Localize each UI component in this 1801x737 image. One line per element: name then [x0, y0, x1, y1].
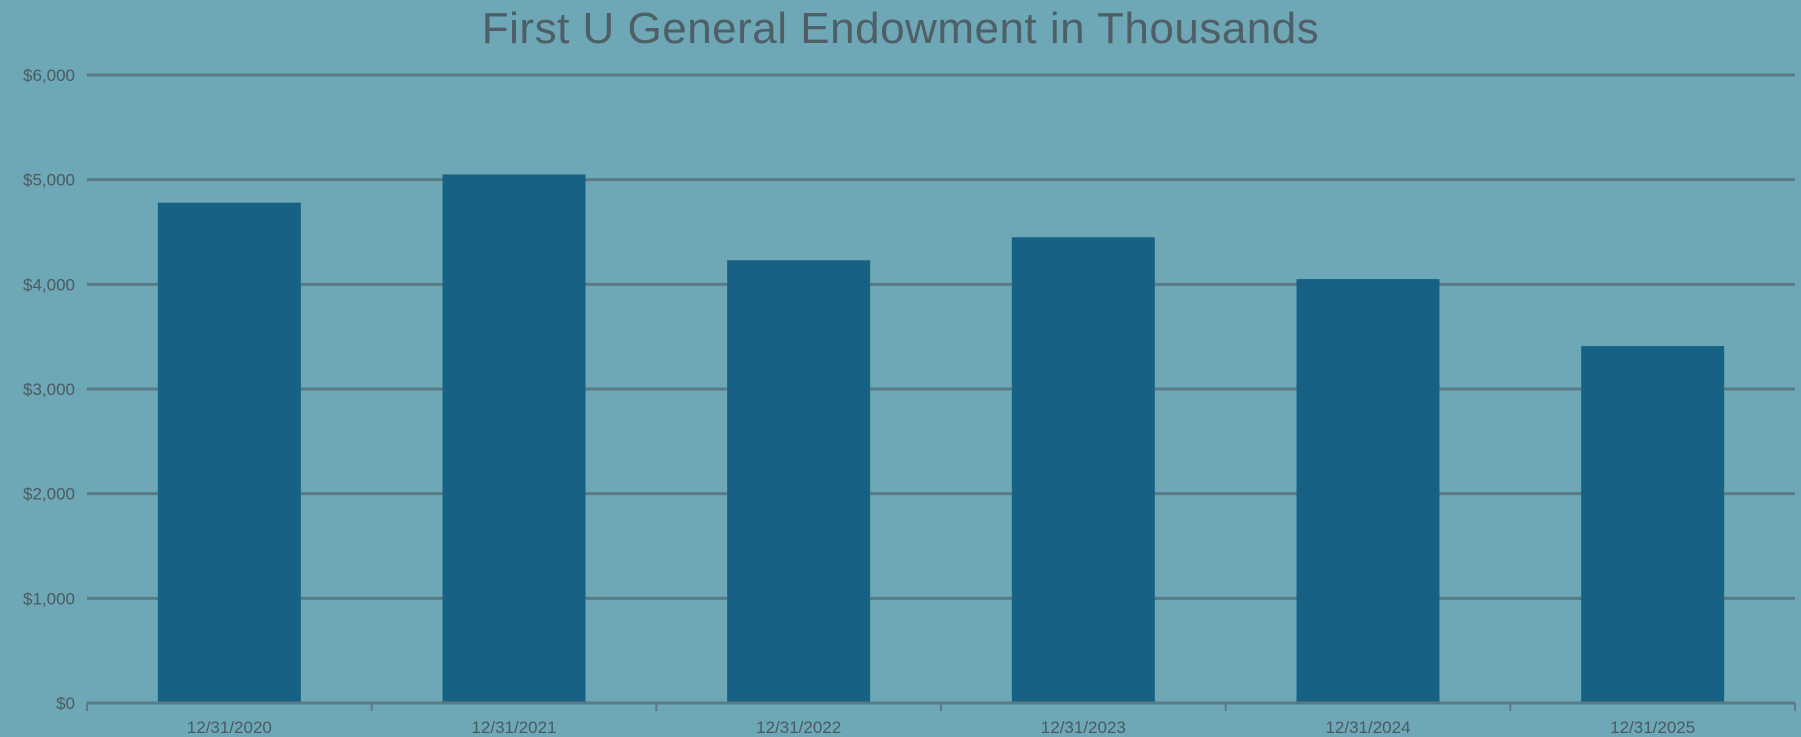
y-tick-label: $6,000	[23, 66, 75, 85]
bar	[157, 202, 301, 703]
x-tick-label: 12/31/2022	[756, 718, 841, 737]
x-tick-label: 12/31/2023	[1041, 718, 1126, 737]
bar	[1581, 346, 1725, 703]
x-tick-label: 12/31/2025	[1610, 718, 1695, 737]
bar	[1011, 237, 1155, 703]
x-tick-label: 12/31/2021	[471, 718, 556, 737]
y-tick-label: $3,000	[23, 380, 75, 399]
y-tick-label: $5,000	[23, 171, 75, 190]
y-tick-label: $4,000	[23, 275, 75, 294]
y-tick-label: $1,000	[23, 589, 75, 608]
x-tick-label: 12/31/2020	[187, 718, 272, 737]
bar	[727, 260, 871, 703]
chart-title: First U General Endowment in Thousands	[481, 4, 1320, 53]
bar	[1296, 279, 1440, 703]
y-tick-label: $2,000	[23, 485, 75, 504]
x-tick-label: 12/31/2024	[1325, 718, 1410, 737]
bar	[442, 174, 586, 703]
y-tick-label: $0	[56, 694, 75, 713]
